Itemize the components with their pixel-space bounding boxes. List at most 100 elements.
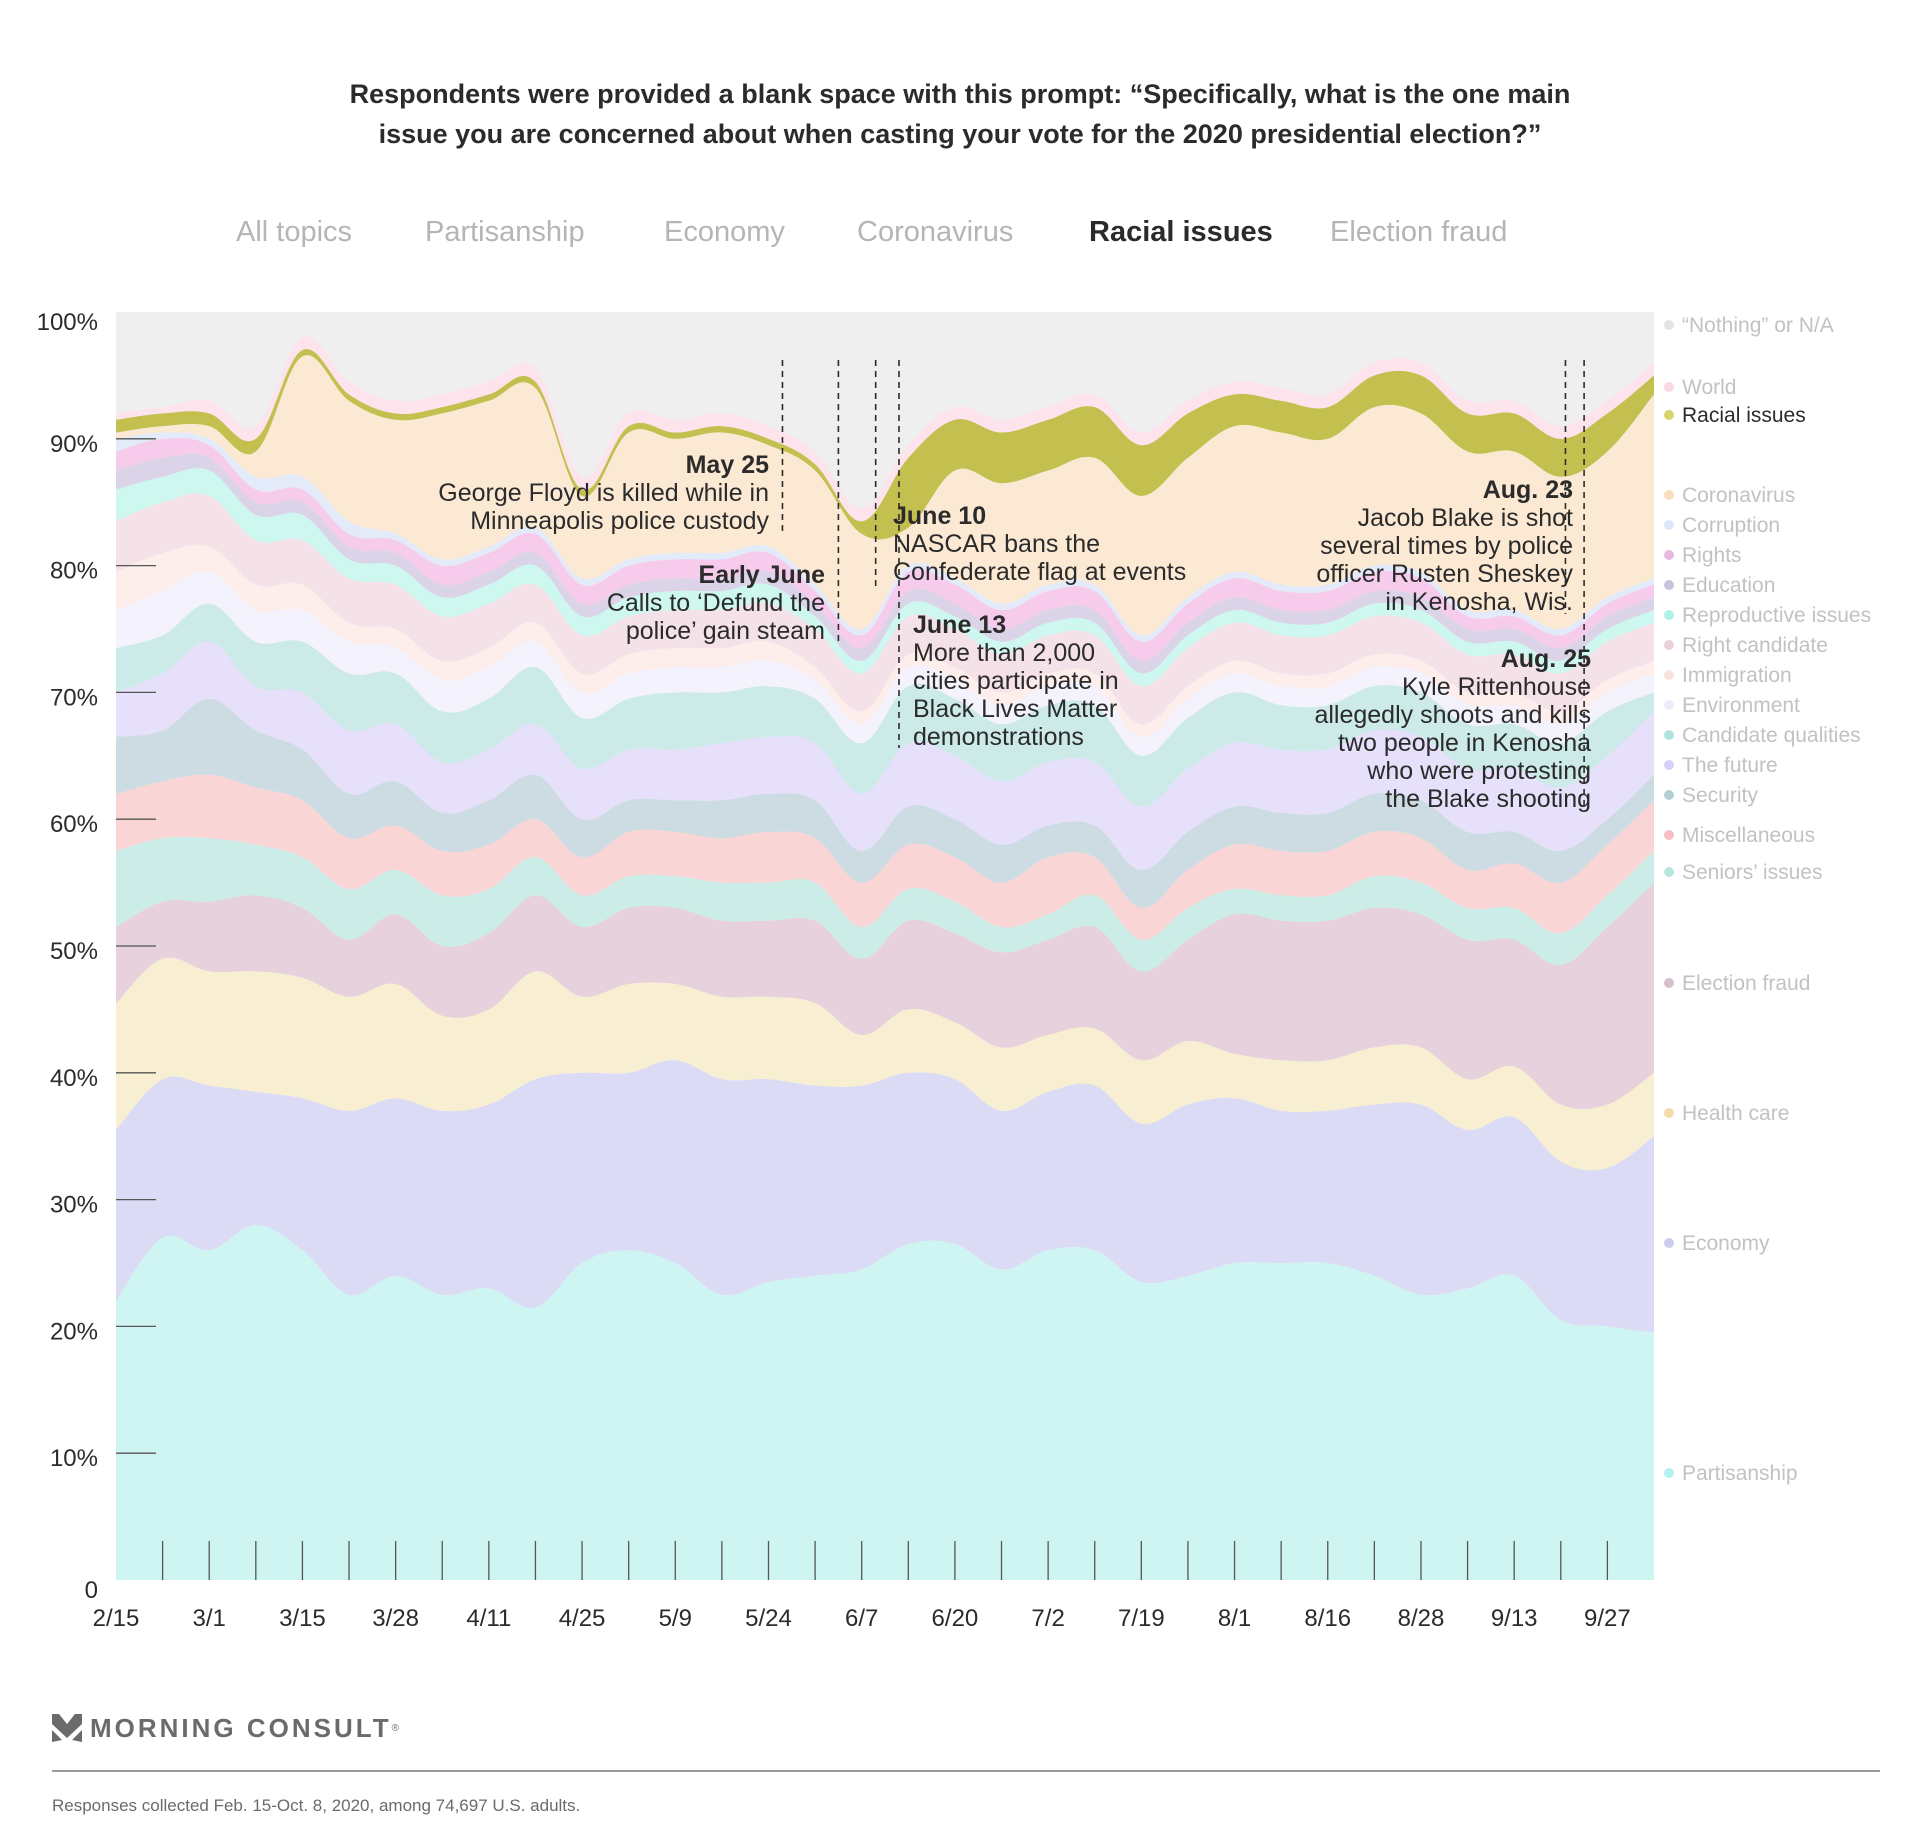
- annotation-text: Minneapolis police custody: [470, 507, 769, 535]
- legend-swatch: [1664, 978, 1674, 989]
- x-tick-label: 6/20: [932, 1605, 979, 1632]
- legend-item-health-care[interactable]: Health care: [1660, 1102, 1789, 1126]
- annotation-date: Aug. 23: [1482, 476, 1573, 504]
- y-tick-label: 100%: [37, 309, 98, 336]
- legend-item-world[interactable]: World: [1660, 376, 1736, 400]
- annotation-may-25: May 25 George Floyd is killed while in M…: [438, 451, 769, 535]
- tab-economy[interactable]: Economy: [664, 216, 785, 248]
- chart-title-line-2: issue you are concerned about when casti…: [378, 119, 1542, 149]
- legend-label: Partisanship: [1682, 1462, 1798, 1485]
- area-coronavirus: [116, 355, 1654, 636]
- x-axis-ticks: [161, 1541, 1609, 1580]
- legend-swatch: [1664, 580, 1674, 591]
- chart-title-line-1: Respondents were provided a blank space …: [349, 79, 1571, 109]
- legend-label: Immigration: [1682, 664, 1792, 687]
- stacked-area-chart: 0 10% 20% 30% 40% 50% 60% 70% 80% 90% 100% 2/15 3/1…: [37, 309, 1654, 1632]
- annotation-date: June 13: [913, 611, 1007, 639]
- legend-label: Security: [1682, 784, 1758, 807]
- legend-item-economy[interactable]: Economy: [1660, 1232, 1770, 1256]
- tab-partisanship[interactable]: Partisanship: [425, 216, 585, 248]
- legend-swatch: [1664, 670, 1674, 681]
- legend-item-racial-issues[interactable]: Racial issues: [1660, 404, 1806, 428]
- legend-label: Reproductive issues: [1682, 604, 1872, 627]
- y-axis: 0 10% 20% 30% 40% 50% 60% 70% 80% 90% 100%: [37, 309, 156, 1604]
- legend-label: Education: [1682, 574, 1776, 597]
- legend-swatch: [1664, 410, 1674, 421]
- annotation-text: officer Rusten Sheskey: [1316, 560, 1573, 588]
- legend-label: The future: [1682, 754, 1778, 777]
- legend-item-partisanship[interactable]: Partisanship: [1660, 1462, 1798, 1486]
- legend-item-security[interactable]: Security: [1660, 784, 1758, 808]
- y-tick-label: 0: [85, 1577, 98, 1604]
- annotation-lines: [781, 360, 1585, 808]
- registered-mark: ®: [391, 1722, 399, 1734]
- tab-coronavirus[interactable]: Coronavirus: [857, 216, 1014, 248]
- legend-item-corruption[interactable]: Corruption: [1660, 514, 1780, 538]
- legend-label: Rights: [1682, 544, 1742, 567]
- legend-item-seniors-issues[interactable]: Seniors’ issues: [1660, 861, 1822, 885]
- tab-election-fraud[interactable]: Election fraud: [1330, 216, 1508, 248]
- legend-item-election-fraud[interactable]: Election fraud: [1660, 972, 1810, 996]
- legend-item-immigration[interactable]: Immigration: [1660, 664, 1792, 688]
- legend-swatch: [1664, 490, 1674, 501]
- x-tick-label: 3/1: [193, 1605, 226, 1632]
- area-the-future: [116, 641, 1654, 870]
- annotation-date: June 10: [893, 502, 987, 530]
- topic-tabs: All topics Partisanship Economy Coronavi…: [0, 216, 1920, 256]
- annotation-early-june: Early June Calls to ‘Defund the police’ …: [607, 561, 825, 645]
- y-tick-label: 30%: [50, 1192, 98, 1219]
- legend-item-rights[interactable]: Rights: [1660, 544, 1742, 568]
- tab-all-topics[interactable]: All topics: [236, 216, 353, 248]
- legend-item-miscellaneous[interactable]: Miscellaneous: [1660, 824, 1815, 848]
- legend-item-right-candidate[interactable]: Right candidate: [1660, 634, 1828, 658]
- legend-label: Right candidate: [1682, 634, 1828, 657]
- y-tick-label: 90%: [50, 431, 98, 458]
- tab-racial-issues[interactable]: Racial issues: [1089, 216, 1273, 248]
- area-candidate-qualities: [116, 603, 1654, 807]
- legend-swatch: [1664, 760, 1674, 771]
- morning-consult-logo-icon: [52, 1714, 82, 1742]
- annotation-text: More than 2,000: [913, 639, 1096, 667]
- annotation-text: Black Lives Matter: [913, 695, 1118, 723]
- legend-item-coronavirus[interactable]: Coronavirus: [1660, 484, 1795, 508]
- annotation-text: demonstrations: [913, 723, 1084, 751]
- x-tick-label: 3/15: [279, 1605, 326, 1632]
- legend-item-education[interactable]: Education: [1660, 574, 1775, 598]
- legend-label: Health care: [1682, 1102, 1790, 1125]
- x-tick-label: 8/1: [1218, 1605, 1251, 1632]
- annotation-text: NASCAR bans the: [893, 530, 1101, 558]
- x-tick-label: 9/27: [1584, 1605, 1631, 1632]
- area-right-candidate: [116, 493, 1654, 725]
- legend-swatch: [1664, 1238, 1674, 1249]
- legend-item-candidate-qualities[interactable]: Candidate qualities: [1660, 724, 1861, 748]
- annotation-text: who were protesting: [1367, 757, 1591, 785]
- legend-label: Economy: [1682, 1232, 1770, 1255]
- x-tick-label: 6/7: [845, 1605, 878, 1632]
- legend-label: Racial issues: [1682, 404, 1806, 427]
- legend-item-environment[interactable]: Environment: [1660, 694, 1800, 718]
- legend-item-the-future[interactable]: The future: [1660, 754, 1778, 778]
- y-tick-label: 10%: [50, 1445, 98, 1472]
- area-security: [116, 698, 1654, 909]
- legend-item-nothing-or-n-a[interactable]: “Nothing” or N/A: [1660, 314, 1834, 338]
- y-tick-label: 80%: [50, 558, 98, 585]
- legend-label: Miscellaneous: [1682, 824, 1816, 847]
- legend-swatch: [1664, 610, 1674, 621]
- x-tick-label: 3/28: [372, 1605, 419, 1632]
- y-tick-label: 40%: [50, 1065, 98, 1092]
- annotation-text: Calls to ‘Defund the: [606, 589, 825, 617]
- area-seniors-issues: [116, 836, 1654, 972]
- y-tick-label: 20%: [50, 1318, 98, 1345]
- x-tick-label: 5/9: [659, 1605, 692, 1632]
- annotation-text: Kyle Rittenhouse: [1401, 673, 1591, 701]
- legend-swatch: [1664, 550, 1674, 561]
- chart-title: Respondents were provided a blank space …: [0, 74, 1920, 154]
- x-tick-label: 5/24: [745, 1605, 792, 1632]
- legend-item-reproductive-issues[interactable]: Reproductive issues: [1660, 604, 1871, 628]
- x-tick-label: 4/11: [466, 1605, 511, 1632]
- x-tick-label: 8/16: [1304, 1605, 1351, 1632]
- area-partisanship: [116, 1225, 1654, 1580]
- x-axis: 2/15 3/1 3/15 3/28 4/11 4/25 5/9 5/24 6/7 6/20 7/2…: [93, 1605, 1631, 1632]
- annotation-text: Jacob Blake is shot: [1357, 504, 1573, 532]
- legend-label: Coronavirus: [1682, 484, 1796, 507]
